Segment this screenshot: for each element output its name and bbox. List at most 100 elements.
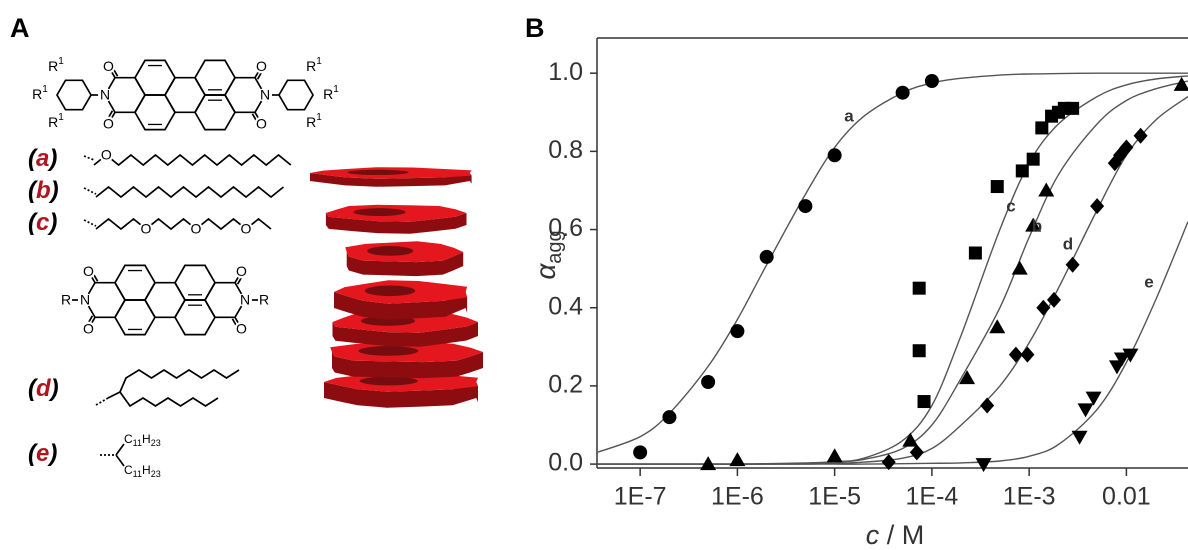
curve-label: c [1006,196,1015,215]
data-point [1038,182,1055,197]
x-tick-label: 1E-3 [1003,483,1056,511]
atom-mask [101,116,116,131]
stack-shade [347,169,409,176]
data-point [924,74,939,88]
y-tick-label: 0.8 [548,136,583,164]
data-point [662,410,677,425]
substituent-base: R [48,114,58,130]
atom-mask [254,59,269,74]
bracket: ( [28,145,39,172]
bond [251,113,258,122]
data-point [1077,403,1094,418]
atom-label: O [83,320,94,336]
compound-label: (e) [28,440,57,467]
y-axis-label: αagg [530,230,566,279]
atom-mask [254,116,269,131]
chain [119,368,240,393]
alkyl-part: 11 [133,469,142,479]
data-point [729,452,746,467]
data-point [1085,391,1102,406]
curve-label: a [844,106,854,125]
compound-label: (c) [28,209,57,236]
atom-mask [238,293,252,307]
compound-letter: b [36,177,51,204]
substituent-label: R1 [323,84,339,102]
x-axis-label-part: / M [879,520,924,550]
atom-label: O [241,221,252,237]
bond [107,110,114,119]
alkyl-part: H [142,463,151,477]
bracket: ( [28,440,39,467]
alkyl-part: C [124,432,133,446]
stack-shade [358,346,419,356]
ring [144,281,186,319]
data-point [1119,139,1134,156]
y-tick-label: 0.4 [548,292,583,320]
curve-label: b [1032,216,1042,235]
data-point [1036,299,1051,316]
data-point [895,85,910,100]
data-point [1133,127,1148,144]
x-tick-label: 1E-5 [808,483,861,511]
ring [204,281,246,319]
substituent-label: R [259,292,269,308]
y-tick-label: 0.2 [548,371,583,399]
alkyl-part: H [142,432,151,446]
bond [83,187,97,195]
bracket: ) [46,145,57,172]
substituent-sup: 1 [333,84,339,95]
data-point [1025,217,1042,232]
ring [278,79,314,111]
data-point [1071,430,1088,445]
atom-label: N [260,87,270,103]
atom-label: O [141,221,152,237]
data-point [917,395,931,409]
substituent-sup: 1 [316,112,322,123]
panel-label: A [10,13,30,43]
substituent-label: R [61,292,71,308]
data-point [1122,348,1139,363]
data-point [827,148,842,163]
atom-label: N [240,292,250,308]
data-point [1066,101,1080,115]
atom-mask [139,222,153,236]
substituent-base: R [323,86,333,102]
data-point [902,432,919,447]
compound-letter: e [36,440,49,467]
data-point [1008,346,1023,363]
substituent-label: R1 [48,56,64,74]
stack-shade [364,285,416,297]
alkyl-label: C11H23 [124,432,161,448]
stack-shade [367,246,414,256]
y-tick-label: 0.0 [548,449,583,477]
data-point [798,199,813,214]
atom-mask [99,148,114,162]
bond [83,219,97,227]
bracket: ( [28,375,39,402]
data-point [1011,260,1028,275]
data-point [1113,352,1130,367]
substituent-base: R [306,58,316,74]
plot-area [597,72,1188,465]
panel-label: B [525,13,545,43]
bracket: ( [28,209,39,236]
substituent-label: R1 [306,112,322,130]
compound-letter: c [36,209,49,236]
atom-label: O [103,58,114,74]
x-tick-label: 1E-4 [905,483,958,511]
bracket: ) [48,375,59,402]
data-point [959,370,976,385]
atom-mask [234,321,249,336]
ring [56,79,92,111]
data-point [759,249,774,264]
chain [93,153,292,167]
atom-label: O [83,263,94,279]
data-point [826,448,843,463]
stack-shade [353,208,406,217]
atom-mask [78,293,92,307]
stack-side [334,292,468,320]
data-point [1015,164,1029,178]
bond [107,391,121,399]
bond [231,318,238,327]
data-point [1090,198,1105,215]
